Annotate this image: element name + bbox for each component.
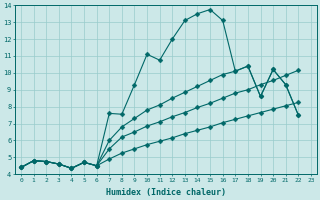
X-axis label: Humidex (Indice chaleur): Humidex (Indice chaleur): [106, 188, 226, 197]
